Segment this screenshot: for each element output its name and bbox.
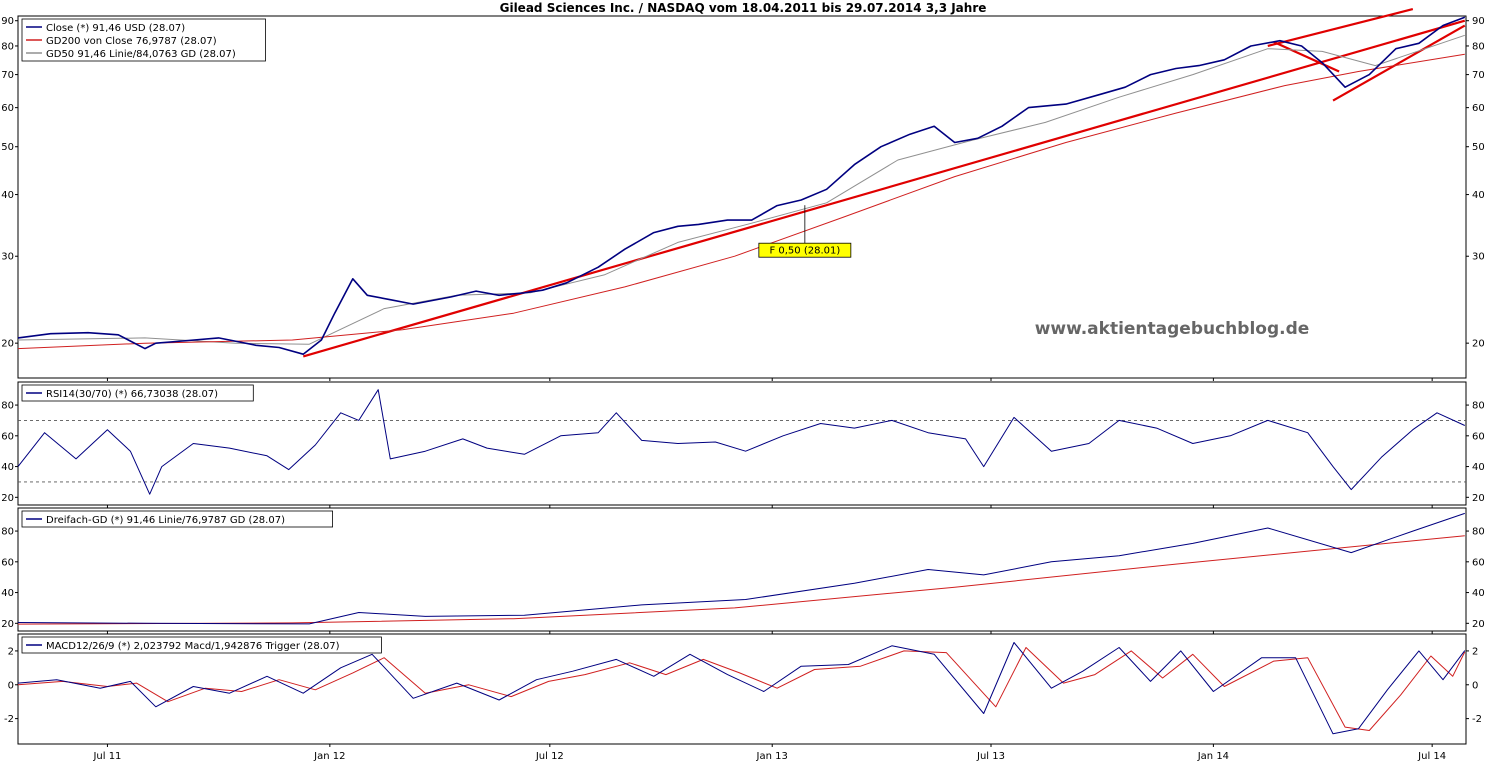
y-tick-label-right: 50: [1472, 142, 1485, 153]
y-tick-label-right: 60: [1472, 103, 1485, 114]
y-tick-label-left: 20: [1, 493, 14, 504]
x-tick-label: Jul 12: [535, 751, 564, 762]
y-tick-label-left: 60: [1, 103, 14, 114]
series-line-macd: [17, 642, 1466, 735]
legend-box: [21, 510, 334, 528]
trendline: [1273, 40, 1340, 73]
legend-entry: GD200 von Close 76,9787 (28.07): [46, 36, 217, 47]
panel-frame: [17, 15, 1467, 379]
y-tick-label-left: 60: [1, 431, 14, 442]
y-tick-label-right: 40: [1472, 190, 1485, 201]
legend: Dreifach-GD (*) 91,46 Linie/76,9787 GD (…: [21, 510, 334, 528]
y-tick-label-right: -2: [1472, 714, 1482, 725]
y-tick-label-left: 40: [1, 588, 14, 599]
series-line-rsi14: [17, 389, 1466, 495]
y-tick-label-left: 80: [1, 401, 14, 412]
panel-triple-ma: 20 20 40 40 60 60 80 80 Dreifach-GD (*) 91,46 Li…: [1, 507, 1485, 634]
x-tick-label: Jan 13: [756, 751, 788, 762]
y-tick-label-left: 30: [1, 252, 14, 263]
y-tick-label-right: 80: [1472, 527, 1485, 538]
y-tick-label-left: 70: [1, 70, 14, 81]
y-tick-label-right: 80: [1472, 401, 1485, 412]
y-tick-label-left: 0: [8, 680, 14, 691]
y-tick-label-left: 40: [1, 462, 14, 473]
series-line-trigger: [17, 647, 1466, 731]
y-tick-label-left: 20: [1, 619, 14, 630]
annotation-box: [758, 242, 852, 258]
y-tick-label-left: -2: [4, 714, 14, 725]
chart-title: Gilead Sciences Inc. / NASDAQ vom 18.04.…: [500, 1, 987, 15]
x-tick-label: Jul 14: [1417, 751, 1446, 762]
y-tick-label-right: 2: [1472, 646, 1478, 657]
legend: MACD12/26/9 (*) 2,023792 Macd/1,942876 T…: [21, 636, 382, 654]
x-tick-label: Jan 12: [313, 751, 345, 762]
legend-entry: Dreifach-GD (*) 91,46 Linie/76,9787 GD (…: [46, 515, 285, 526]
series-line-gd200-von-close: [17, 53, 1465, 350]
legend-box: [21, 636, 382, 654]
panel-macd: -2 -2 0 0 2 2 MACD12/26/9 (*) 2,023792 Macd/1,…: [4, 633, 1482, 747]
panel-price: 20 20 30 30 40 40 50 50 60 60 70 70 80 80 90 90 F 0,50 (…: [1, 8, 1485, 381]
legend: RSI14(30/70) (*) 66,73038 (28.07): [21, 384, 254, 402]
legend-entry: MACD12/26/9 (*) 2,023792 Macd/1,942876 T…: [46, 641, 340, 652]
y-tick-label-right: 30: [1472, 252, 1485, 263]
y-tick-label-left: 80: [1, 41, 14, 52]
y-tick-label-right: 80: [1472, 41, 1485, 52]
y-tick-label-right: 40: [1472, 588, 1485, 599]
y-tick-label-right: 90: [1472, 16, 1485, 27]
y-tick-label-right: 60: [1472, 557, 1485, 568]
y-tick-label-right: 40: [1472, 462, 1485, 473]
legend-box: [21, 18, 266, 62]
watermark: www.aktientagebuchblog.de: [1035, 319, 1310, 339]
legend-entry: Close (*) 91,46 USD (28.07): [46, 23, 185, 34]
trendline: [1267, 8, 1414, 48]
x-tick-label: Jul 13: [976, 751, 1005, 762]
y-tick-label-right: 70: [1472, 70, 1485, 81]
y-tick-label-left: 2: [8, 646, 14, 657]
panel-frame: [17, 507, 1467, 632]
y-tick-label-right: 20: [1472, 619, 1485, 630]
y-tick-label-right: 60: [1472, 431, 1485, 442]
y-tick-label-right: 0: [1472, 680, 1478, 691]
x-tick-label: Jan 14: [1197, 751, 1229, 762]
y-tick-label-left: 20: [1, 339, 14, 350]
y-tick-label-left: 50: [1, 142, 14, 153]
annotation-label: F 0,50 (28.01): [769, 246, 840, 257]
y-tick-label-left: 80: [1, 527, 14, 538]
legend: Close (*) 91,46 USD (28.07) GD200 von Clo…: [21, 18, 266, 62]
panel-frame: [17, 381, 1467, 506]
y-tick-label-left: 60: [1, 557, 14, 568]
y-tick-label-right: 20: [1472, 493, 1485, 504]
legend-entry: GD50 91,46 Linie/84,0763 GD (28.07): [46, 49, 236, 60]
y-tick-label-left: 40: [1, 190, 14, 201]
legend-entry: RSI14(30/70) (*) 66,73038 (28.07): [46, 389, 218, 400]
x-tick-label: Jul 11: [92, 751, 121, 762]
series-line-gd: [17, 535, 1465, 625]
legend-box: [21, 384, 254, 402]
y-tick-label-left: 90: [1, 16, 14, 27]
trendline: [302, 19, 1466, 358]
panel-rsi: 20 20 40 40 60 60 80 80 RSI14(30/70) (*) 66,7303…: [1, 381, 1485, 508]
series-line-close: [17, 16, 1466, 356]
y-tick-label-right: 20: [1472, 339, 1485, 350]
trendline: [1332, 24, 1466, 102]
series-line-dreifach-gd: [17, 512, 1465, 625]
